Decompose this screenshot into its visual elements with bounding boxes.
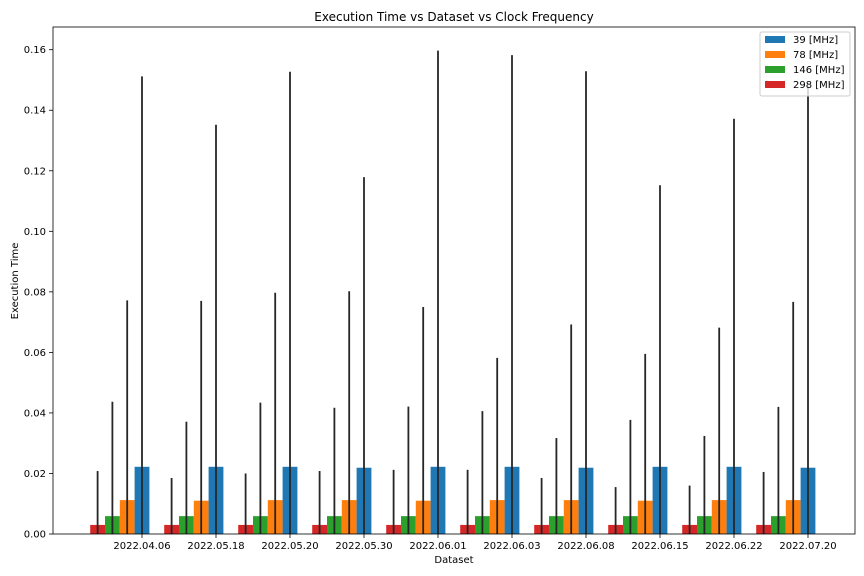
x-tick-label: 2022.06.15 <box>631 541 688 552</box>
legend-label: 78 [MHz] <box>793 50 838 61</box>
legend-label: 298 [MHz] <box>793 80 845 91</box>
legend-label: 39 [MHz] <box>793 35 838 46</box>
legend-box <box>759 31 851 97</box>
y-tick-label: 0.16 <box>24 45 46 56</box>
x-tick-label: 2022.06.08 <box>557 541 614 552</box>
x-tick-label: 2022.06.22 <box>705 541 762 552</box>
x-tick-label: 2022.06.01 <box>409 541 466 552</box>
y-tick-label: 0.00 <box>24 530 46 541</box>
x-axis: 2022.04.06 2022.05.18 2022.05.20 2022.05.30… <box>113 534 837 552</box>
y-tick-label: 0.10 <box>24 227 46 238</box>
y-tick-label: 0.14 <box>24 106 46 117</box>
x-tick-label: 2022.05.18 <box>187 541 244 552</box>
x-tick-label: 2022.04.06 <box>113 541 170 552</box>
y-tick-label: 0.12 <box>24 166 46 177</box>
y-tick-label: 0.04 <box>24 408 46 419</box>
legend-swatch <box>765 36 785 43</box>
legend-label: 146 [MHz] <box>793 65 845 76</box>
y-axis: 0.00 0.02 0.04 0.06 0.08 0.10 0.12 0.14 0.16 <box>24 45 53 541</box>
y-tick-label: 0.02 <box>24 469 46 480</box>
legend-swatch <box>765 66 785 73</box>
x-tick-label: 2022.06.03 <box>483 541 540 552</box>
plot-frame <box>52 26 856 535</box>
x-tick-label: 2022.05.20 <box>261 541 318 552</box>
x-axis-label: Dataset <box>434 555 473 566</box>
y-tick-label: 0.08 <box>24 287 46 298</box>
legend: 39 [MHz] 78 [MHz] 146 [MHz] 298 [MHz] <box>759 31 851 97</box>
chart-title: Execution Time vs Dataset vs Clock Frequ… <box>314 10 593 24</box>
y-tick-label: 0.06 <box>24 348 46 359</box>
y-axis-label: Execution Time <box>10 243 21 320</box>
legend-swatch <box>765 51 785 58</box>
error-bars-layer <box>96 50 809 534</box>
x-tick-label: 2022.05.30 <box>335 541 392 552</box>
x-tick-label: 2022.07.20 <box>779 541 836 552</box>
legend-swatch <box>765 81 785 88</box>
